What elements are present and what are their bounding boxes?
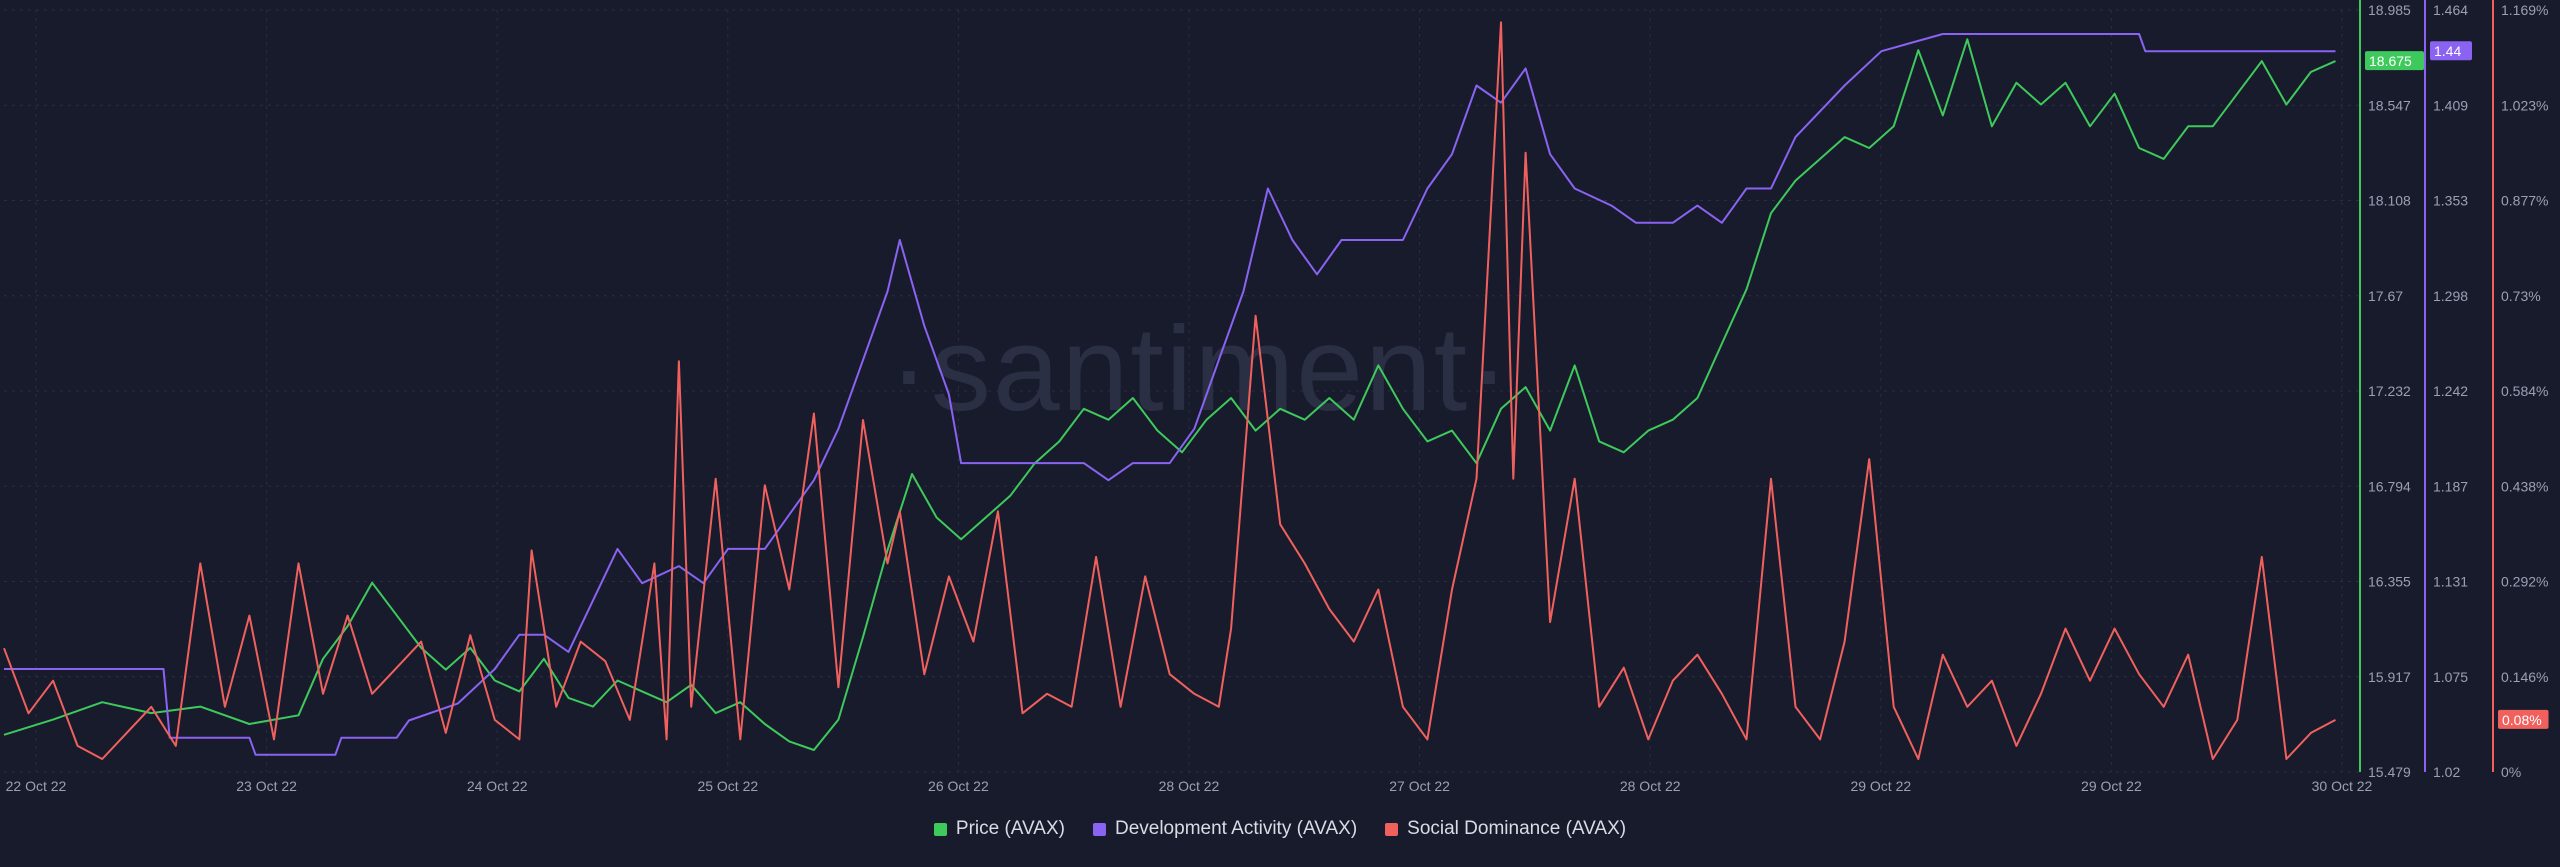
current-value-label-dev: 1.44 [2434,43,2461,59]
y-tick-label-dev: 1.187 [2433,478,2468,494]
y-tick-label-social: 0.438% [2501,478,2548,494]
x-tick-label: 25 Oct 22 [697,778,758,794]
series-line-price [3,38,2336,751]
current-value-label-social: 0.08% [2502,712,2542,728]
y-tick-label-dev: 1.298 [2433,288,2468,304]
x-tick-label: 28 Oct 22 [1159,778,1220,794]
current-value-badge-social [2498,709,2549,729]
y-tick-label-social: 0.73% [2501,288,2541,304]
y-tick-label-social: 0.877% [2501,193,2548,209]
y-tick-label-dev: 1.409 [2433,97,2468,113]
y-tick-label-dev: 1.02 [2433,764,2460,780]
series-line-dev [4,33,2336,756]
x-tick-label: 23 Oct 22 [236,778,297,794]
x-tick-label: 28 Oct 22 [1620,778,1681,794]
y-tick-label-price: 16.794 [2368,478,2411,494]
legend-item-social-dominance[interactable]: Social Dominance (AVAX) [1385,818,1626,840]
y-tick-label-social: 1.023% [2501,97,2548,113]
chart-axes: 22 Oct 22 23 Oct 22 24 Oct 22 25 Oct 22 26 O… [6,0,2549,794]
y-tick-label-social: 1.169% [2501,2,2548,18]
y-tick-label-social: 0.146% [2501,669,2548,685]
chart-plot-area[interactable] [3,21,2336,760]
x-tick-label: 24 Oct 22 [467,778,528,794]
y-tick-label-dev: 1.242 [2433,383,2468,399]
x-tick-label: 26 Oct 22 [928,778,989,794]
x-tick-label: 22 Oct 22 [6,778,67,794]
legend-swatch-social-dominance [1385,822,1399,836]
y-tick-label-price: 17.232 [2368,383,2411,399]
legend-item-dev-activity[interactable]: Development Activity (AVAX) [1092,818,1358,840]
x-tick-label: 29 Oct 22 [2081,778,2142,794]
current-value-badge-dev [2430,41,2472,61]
x-tick-label: 29 Oct 22 [1850,778,1911,794]
y-tick-label-price: 18.547 [2368,97,2411,113]
legend-item-price[interactable]: Price (AVAX) [933,818,1065,840]
chart-grid [4,9,2360,773]
y-tick-label-dev: 1.353 [2433,193,2468,209]
chart-legend: Price (AVAX) Development Activity (AVAX)… [0,818,2560,840]
series-line-social [3,21,2336,760]
current-value-badge-price [2365,51,2424,71]
y-tick-label-dev: 1.131 [2433,574,2468,590]
x-tick-label: 30 Oct 22 [2312,778,2373,794]
y-tick-label-price: 15.479 [2368,764,2411,780]
x-tick-label: 27 Oct 22 [1389,778,1450,794]
legend-swatch-dev-activity [1092,822,1106,836]
y-tick-label-dev: 1.464 [2433,2,2468,18]
y-tick-label-price: 15.917 [2368,669,2411,685]
y-tick-label-social: 0.292% [2501,574,2548,590]
y-tick-label-social: 0% [2501,764,2521,780]
santiment-watermark: ·santiment· [889,302,1511,436]
y-tick-label-price: 17.67 [2368,288,2403,304]
y-tick-label-dev: 1.075 [2433,669,2468,685]
legend-swatch-price [933,822,947,836]
y-tick-label-price: 18.108 [2368,193,2411,209]
y-tick-label-price: 18.985 [2368,2,2411,18]
y-tick-label-social: 0.584% [2501,383,2548,399]
current-value-label-price: 18.675 [2369,53,2412,69]
y-tick-label-price: 16.355 [2368,574,2411,590]
legend-label-price: Price (AVAX) [955,818,1065,839]
legend-label-dev-activity: Development Activity (AVAX) [1114,818,1358,839]
legend-label-social-dominance: Social Dominance (AVAX) [1407,818,1627,839]
